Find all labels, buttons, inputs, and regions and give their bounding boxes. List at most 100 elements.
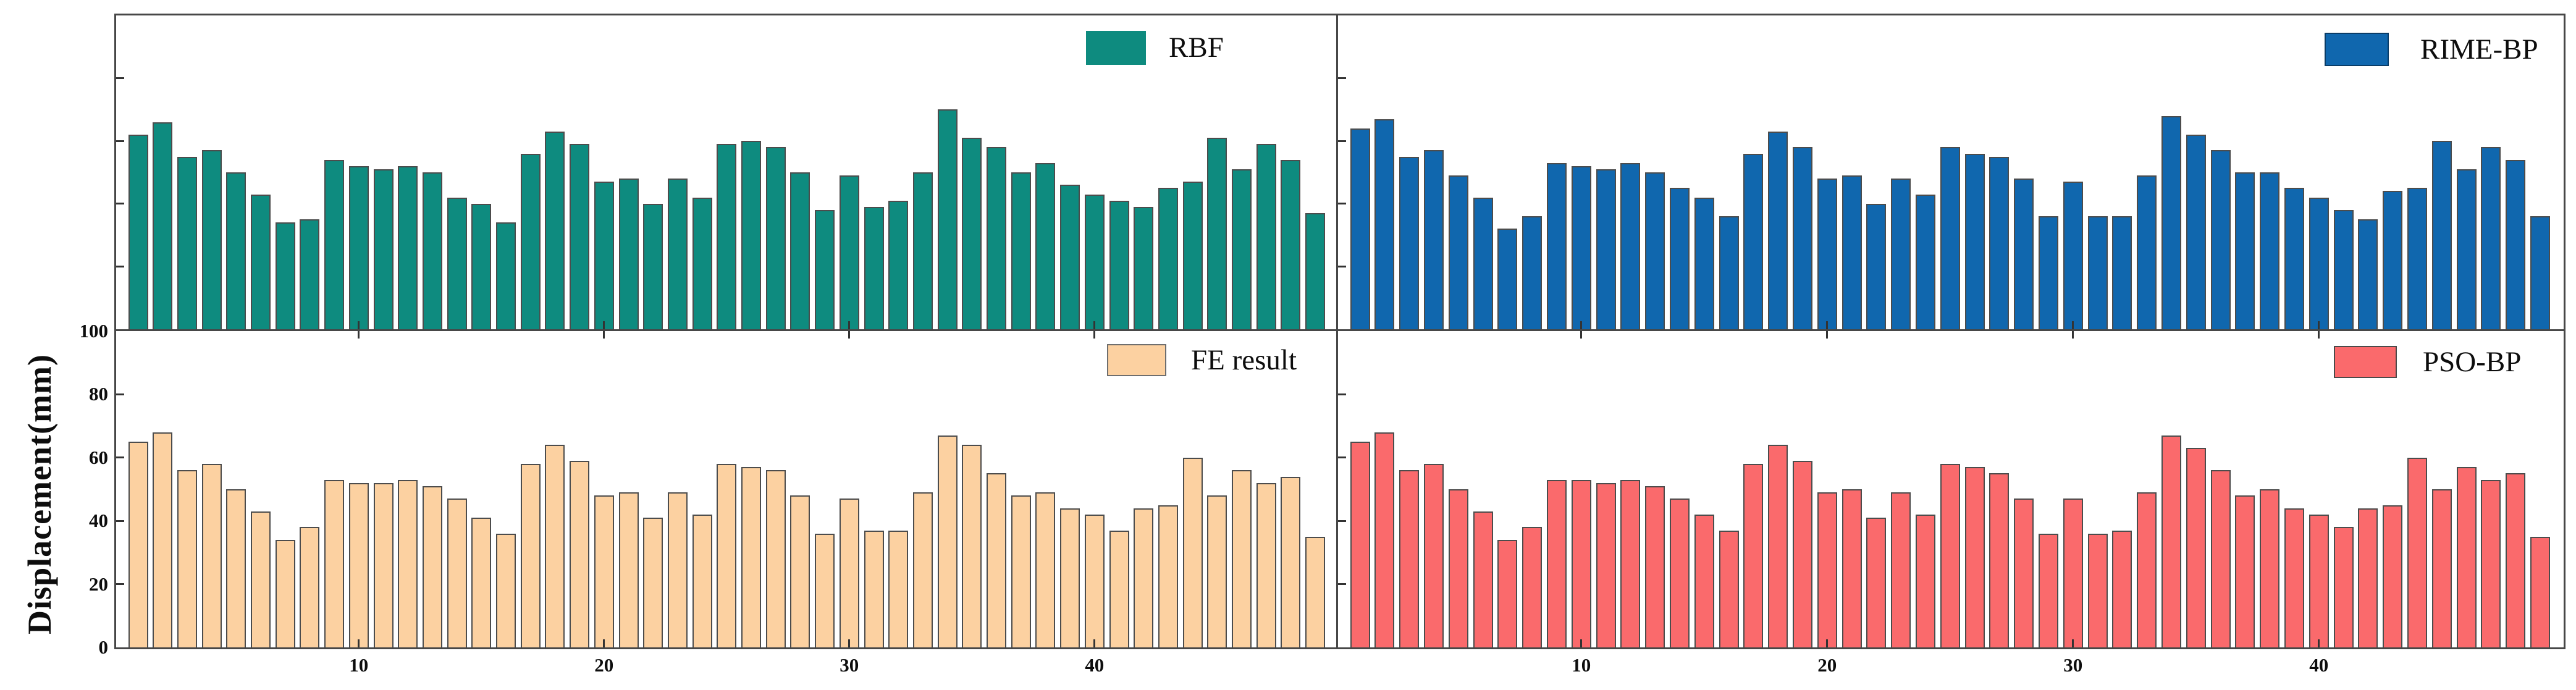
bar bbox=[447, 499, 467, 647]
bar bbox=[962, 445, 982, 647]
panel-rime-bp bbox=[1336, 14, 2565, 331]
bar bbox=[570, 460, 590, 647]
bar bbox=[1060, 508, 1080, 647]
bar bbox=[2506, 473, 2526, 647]
bar bbox=[937, 435, 958, 647]
plot-area-rbf bbox=[116, 15, 1336, 329]
bar bbox=[2309, 197, 2329, 329]
bar bbox=[1473, 197, 1493, 329]
bar bbox=[1694, 197, 1714, 329]
plot-area-pso-bp bbox=[1338, 331, 2564, 647]
bar bbox=[1207, 138, 1227, 329]
bar bbox=[692, 197, 712, 329]
bar bbox=[1207, 495, 1227, 647]
bar bbox=[348, 482, 369, 647]
legend-label-pso-bp: PSO-BP bbox=[2423, 346, 2522, 378]
bar bbox=[570, 144, 590, 329]
bar bbox=[177, 470, 197, 647]
bar bbox=[2112, 216, 2132, 329]
y-tick-mark bbox=[1338, 77, 1346, 80]
y-tick-mark bbox=[1338, 456, 1346, 459]
y-tick-mark bbox=[1338, 393, 1346, 395]
bar bbox=[2235, 172, 2255, 329]
y-tick-mark bbox=[116, 77, 124, 80]
bar bbox=[912, 172, 933, 329]
bar bbox=[1669, 188, 1690, 329]
bar bbox=[2137, 175, 2157, 329]
bar bbox=[1522, 216, 1543, 329]
bar bbox=[2333, 209, 2354, 329]
bar bbox=[1842, 175, 1862, 329]
x-tick-mark-top bbox=[1826, 331, 1829, 339]
bar bbox=[1011, 172, 1031, 329]
bar bbox=[1571, 479, 1591, 647]
bar bbox=[1817, 492, 1837, 647]
bar bbox=[888, 530, 909, 647]
bar bbox=[2235, 495, 2255, 647]
bar bbox=[2456, 169, 2477, 329]
bar bbox=[128, 442, 148, 647]
bar bbox=[1060, 185, 1080, 329]
bar bbox=[2481, 147, 2501, 329]
y-tick-mark bbox=[1338, 583, 1346, 586]
legend-swatch-pso-bp bbox=[2334, 346, 2397, 378]
y-tick-label: 60 bbox=[89, 446, 108, 468]
bar bbox=[1423, 464, 1444, 647]
bar bbox=[153, 432, 173, 647]
bar bbox=[1182, 457, 1203, 647]
bar bbox=[643, 203, 663, 329]
bar bbox=[1423, 150, 1444, 329]
x-tick-mark bbox=[1826, 321, 1829, 329]
bar bbox=[1011, 495, 1031, 647]
bar bbox=[2530, 536, 2550, 647]
bar bbox=[1596, 169, 1616, 329]
bar bbox=[275, 222, 295, 329]
bar bbox=[373, 169, 394, 329]
y-tick-mark bbox=[1338, 203, 1346, 205]
bar bbox=[815, 533, 835, 647]
bar bbox=[1256, 482, 1276, 647]
bar bbox=[1448, 175, 1468, 329]
bar bbox=[1281, 159, 1301, 329]
bar bbox=[2186, 135, 2206, 329]
bar bbox=[1134, 206, 1154, 329]
bar bbox=[987, 147, 1006, 329]
bar bbox=[2210, 470, 2231, 647]
bar bbox=[1305, 536, 1326, 647]
bar bbox=[201, 150, 222, 329]
bar bbox=[594, 495, 614, 647]
bar bbox=[324, 159, 345, 329]
bar bbox=[1964, 153, 1985, 329]
x-tick-mark bbox=[1093, 321, 1096, 329]
bar bbox=[2358, 219, 2378, 329]
bar bbox=[1084, 194, 1105, 329]
bar bbox=[2407, 188, 2427, 329]
x-tick-label: 30 bbox=[840, 654, 859, 676]
y-tick-label: 40 bbox=[89, 510, 108, 532]
panel-pso-bp bbox=[1336, 329, 2565, 649]
bar bbox=[471, 518, 492, 647]
bar bbox=[1743, 153, 1764, 329]
x-tick-label: 20 bbox=[594, 654, 614, 676]
bar bbox=[2530, 216, 2550, 329]
bar bbox=[2014, 499, 2034, 647]
bar bbox=[471, 203, 492, 329]
bar bbox=[1817, 179, 1837, 329]
bar bbox=[300, 527, 320, 647]
bar bbox=[2038, 533, 2058, 647]
bar bbox=[1620, 479, 1641, 647]
bar bbox=[2137, 492, 2157, 647]
legend-label-fe-result: FE result bbox=[1191, 344, 1297, 376]
bar bbox=[251, 194, 271, 329]
bar bbox=[839, 175, 859, 329]
bar bbox=[1158, 188, 1178, 329]
bar bbox=[2087, 216, 2108, 329]
bar bbox=[1399, 470, 1420, 647]
x-tick-mark-top bbox=[358, 331, 360, 339]
bar bbox=[839, 499, 859, 647]
bar bbox=[594, 182, 614, 329]
bar bbox=[177, 156, 197, 329]
x-tick-mark-top bbox=[2072, 331, 2074, 339]
bar bbox=[1374, 119, 1395, 329]
bar bbox=[2358, 508, 2378, 647]
